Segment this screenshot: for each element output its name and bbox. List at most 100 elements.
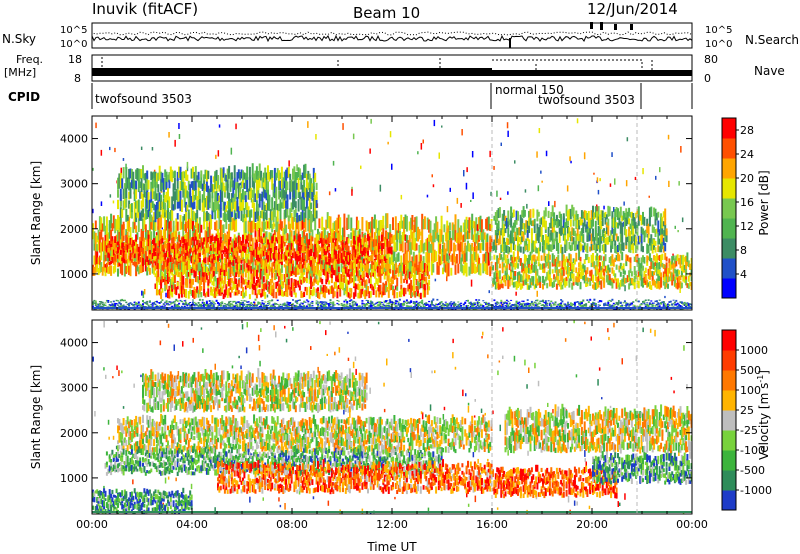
data-band-0	[148, 267, 151, 275]
data-band-2	[218, 289, 221, 296]
data-band-2	[155, 281, 158, 290]
data-band-0	[386, 232, 389, 242]
data-band-2	[190, 279, 193, 284]
data-band-6	[98, 306, 101, 308]
data-band-1	[323, 253, 326, 261]
data-band-1	[323, 244, 326, 249]
data-band-2	[353, 278, 356, 287]
data-band-1	[308, 250, 311, 256]
data-band-0	[232, 259, 235, 276]
data-band-0	[446, 220, 449, 229]
data-band-3	[228, 199, 231, 211]
data-band-0	[164, 215, 167, 230]
data-band-6	[160, 301, 163, 303]
data-band-0	[167, 226, 169, 240]
data-band-3	[130, 169, 133, 181]
data-band-2	[375, 277, 378, 284]
data-band-1	[293, 235, 296, 242]
data-band-2	[346, 279, 349, 287]
data-band-0	[428, 236, 431, 253]
data-band-5	[517, 228, 519, 236]
data-band-5	[569, 208, 572, 220]
data-band-6	[189, 305, 192, 307]
data-band-6	[105, 299, 108, 302]
data-band-5	[550, 244, 553, 252]
data-band-5	[564, 224, 567, 236]
data-band-4	[611, 254, 614, 264]
data-band-4	[685, 262, 688, 269]
data-band-3	[146, 209, 149, 219]
data-band-3	[267, 165, 269, 180]
data-band-4	[642, 278, 644, 283]
data-band-2	[407, 284, 410, 292]
data-band-1	[110, 238, 113, 244]
data-band-2	[217, 287, 219, 295]
data-band-2	[258, 263, 261, 273]
data-band-6	[228, 301, 231, 304]
data-band-1	[148, 242, 151, 251]
data-band-0	[467, 219, 469, 229]
data-band-4	[518, 271, 521, 276]
data-band-2	[264, 262, 267, 270]
data-band-3	[258, 215, 261, 222]
data-band-2	[303, 268, 306, 273]
data-band-5	[622, 242, 625, 251]
data-band-6	[280, 306, 283, 308]
data-band-3	[148, 205, 151, 219]
data-band-6	[92, 305, 94, 307]
data-band-1	[244, 246, 247, 253]
data-band-1	[386, 238, 389, 245]
data-band-1	[307, 243, 310, 249]
data-band-0	[393, 234, 396, 243]
data-band-1	[158, 255, 161, 261]
data-band-1	[146, 241, 149, 245]
data-band-3	[173, 191, 176, 203]
data-band-6	[183, 300, 186, 302]
data-band-5	[614, 226, 617, 236]
data-band-1	[140, 251, 143, 258]
data-band-1	[287, 258, 290, 262]
data-band-5	[640, 242, 643, 252]
data-band-4	[600, 268, 603, 278]
data-band-4	[554, 258, 557, 267]
data-band-2	[172, 274, 175, 279]
data-band-0	[304, 236, 307, 244]
data-band-5	[578, 220, 581, 230]
data-band-3	[154, 204, 157, 212]
data-band-4	[655, 261, 658, 269]
data-band-5	[639, 214, 642, 221]
data-band-0	[379, 243, 382, 252]
data-band-1	[339, 248, 342, 254]
data-band-4	[535, 265, 538, 272]
data-band-2	[390, 284, 393, 290]
data-band-4	[667, 273, 669, 283]
data-band-0	[415, 229, 418, 242]
data-band-5	[619, 221, 622, 228]
data-band-2	[307, 263, 310, 270]
data-band-6	[282, 304, 285, 306]
data-band-3	[126, 214, 129, 221]
data-band-2	[242, 287, 244, 293]
data-band-4	[689, 272, 692, 277]
data-band-0	[253, 219, 256, 230]
data-band-1	[223, 248, 226, 253]
data-band-0	[465, 245, 468, 253]
data-band-0	[465, 262, 468, 277]
data-band-1	[105, 234, 108, 242]
data-band-0	[412, 224, 415, 233]
data-band-4	[630, 277, 633, 284]
data-band-2	[337, 273, 340, 279]
data-band-1	[378, 248, 381, 253]
data-band-1	[230, 242, 233, 248]
data-band-4	[586, 267, 589, 275]
data-band-3	[283, 209, 286, 220]
data-band-0	[460, 225, 463, 233]
scatter-speck	[634, 176, 637, 180]
data-band-0	[444, 259, 447, 273]
data-band-3	[137, 199, 140, 213]
data-band-6	[236, 301, 239, 303]
data-band-3	[208, 188, 211, 203]
data-band-2	[343, 270, 346, 276]
data-band-4	[547, 262, 550, 269]
scatter-speck	[186, 161, 189, 169]
